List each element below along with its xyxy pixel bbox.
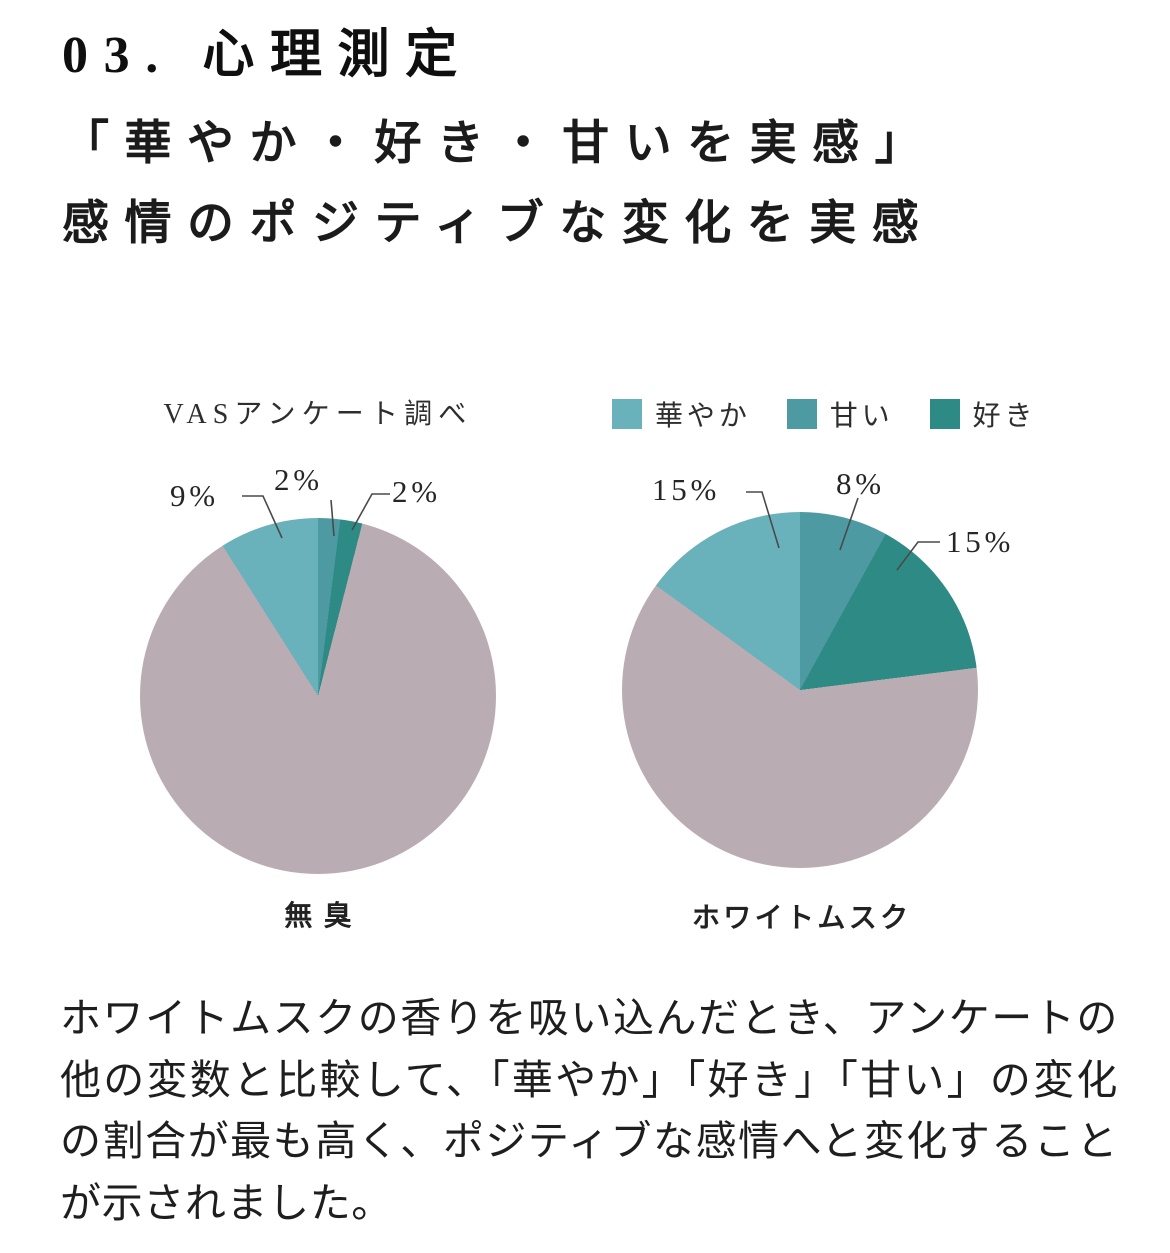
legend-label-suki: 好き xyxy=(972,401,1037,432)
charts-area: VASアンケート調べ 華やか 甘い 好き 9% xyxy=(0,370,1170,970)
subtitle-line-2: 感情のポジティブな変化を実感 xyxy=(62,198,935,250)
legend-swatch-hanayaka xyxy=(612,399,642,429)
legend: 華やか 甘い 好き xyxy=(612,394,1036,434)
callout-label-odorless-suki: 2% xyxy=(392,474,441,509)
pie-chart-odorless xyxy=(140,518,496,874)
callout-label-musk-suki: 15% xyxy=(946,524,1014,559)
subtitle-line-1: 「華やか・好き・甘いを実感」 xyxy=(62,118,938,170)
left-chart-title: VASアンケート調べ xyxy=(163,399,473,430)
legend-item-suki: 好き xyxy=(929,394,1037,434)
callout-label-odorless-hanayaka: 9% xyxy=(170,478,219,513)
callout-label-odorless-amai: 2% xyxy=(274,462,323,497)
legend-swatch-amai xyxy=(786,399,817,429)
callout-label-musk-amai: 8% xyxy=(836,466,885,501)
legend-swatch-suki xyxy=(929,399,960,429)
legend-item-hanayaka: 華やか xyxy=(612,394,751,434)
right-pie-caption: ホワイトムスク xyxy=(691,902,912,933)
legend-item-amai: 甘い xyxy=(786,394,894,434)
page-title: 03. 心理測定 xyxy=(62,27,473,84)
legend-label-amai: 甘い xyxy=(829,401,894,432)
body-text: ホワイトムスクの香りを吸い込んだとき、アンケートの他の変数と比較して、「華やか」… xyxy=(60,995,1118,1226)
pie-chart-white-musk xyxy=(622,512,978,868)
callout-label-musk-hanayaka: 15% xyxy=(652,472,720,507)
left-pie-caption: 無臭 xyxy=(284,900,363,931)
legend-label-hanayaka: 華やか xyxy=(655,401,751,432)
